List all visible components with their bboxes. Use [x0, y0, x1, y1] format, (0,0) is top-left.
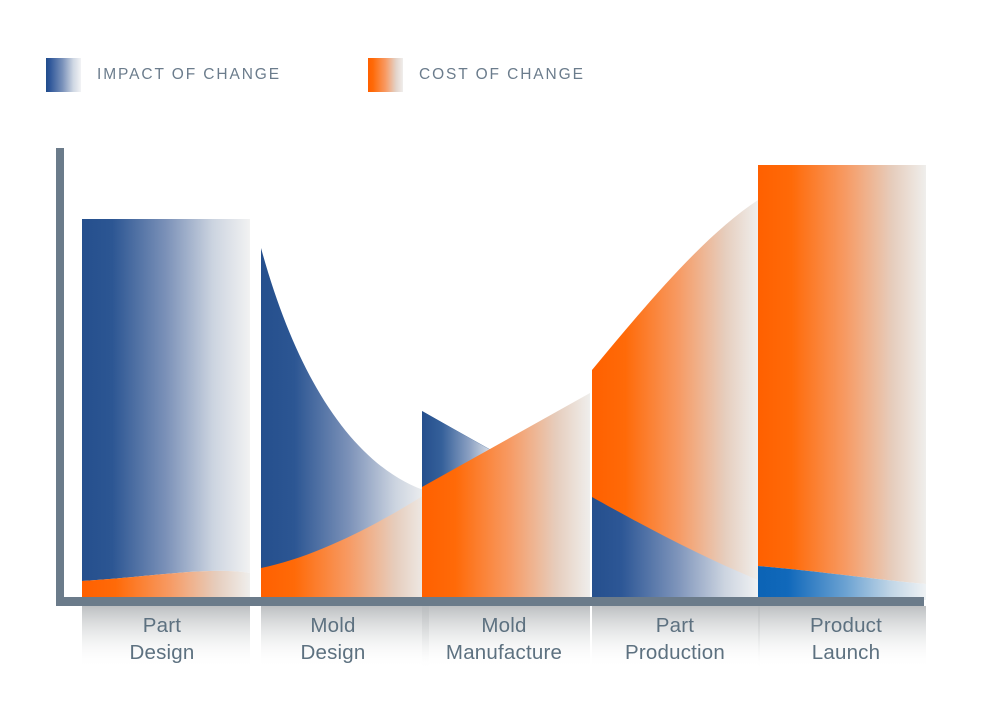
legend-entry-cost-of-change[interactable]: COST OF CHANGE	[367, 58, 585, 92]
category-label-line2: Design	[129, 641, 195, 664]
category-label-mold-design: Mold Design	[253, 612, 413, 666]
cost-area-mold-design	[261, 492, 429, 600]
column-mold-design[interactable]	[261, 248, 429, 600]
category-label-line1: Mold	[481, 614, 527, 637]
impact-area-part-design	[82, 219, 250, 581]
column-mold-manufacture[interactable]	[422, 393, 590, 600]
cost-area-part-production	[592, 200, 758, 600]
cost-area-product-launch	[758, 165, 926, 584]
category-label-part-production: Part Production	[595, 612, 755, 666]
category-label-line2: Design	[300, 641, 366, 664]
category-label-line2: Production	[624, 641, 725, 664]
legend-entry-impact-of-change[interactable]: IMPACT OF CHANGE	[46, 58, 281, 92]
category-label-mold-manufacture: Mold Manufacture	[424, 612, 584, 666]
legend-label-cost-of-change: COST OF CHANGE	[418, 66, 585, 83]
cost-area-part-design	[82, 570, 250, 600]
y-axis-line	[56, 148, 64, 601]
column-part-production[interactable]	[592, 200, 758, 600]
cost-gradient-swatch-icon	[367, 58, 403, 92]
impact-area-product-launch	[758, 566, 926, 600]
impact-area-part-production	[592, 497, 758, 600]
impact-wedge-mold-manufacture	[422, 411, 501, 487]
cost-area-mold-manufacture	[422, 393, 590, 600]
x-axis-line	[56, 597, 924, 606]
category-axis-labels: Part Design Mold Design Mold Manufacture…	[82, 612, 926, 666]
category-label-part-design: Part Design	[82, 612, 242, 666]
category-label-product-launch: Product Launch	[766, 612, 926, 666]
column-product-launch[interactable]	[758, 165, 926, 600]
chart-legend: IMPACT OF CHANGE COST OF CHANGE	[46, 58, 585, 92]
category-label-line1: Part	[655, 614, 695, 637]
category-label-line1: Part	[142, 614, 182, 637]
category-label-line2: Manufacture	[445, 641, 563, 664]
legend-label-impact-of-change: IMPACT OF CHANGE	[97, 66, 281, 83]
impact-gradient-swatch-icon	[46, 58, 81, 92]
impact-area-mold-design	[261, 248, 429, 600]
category-label-line1: Mold	[310, 614, 356, 637]
column-reflections	[82, 606, 926, 668]
category-label-line1: Product	[809, 614, 883, 637]
category-label-line2: Launch	[811, 641, 881, 664]
column-part-design[interactable]	[82, 219, 250, 600]
